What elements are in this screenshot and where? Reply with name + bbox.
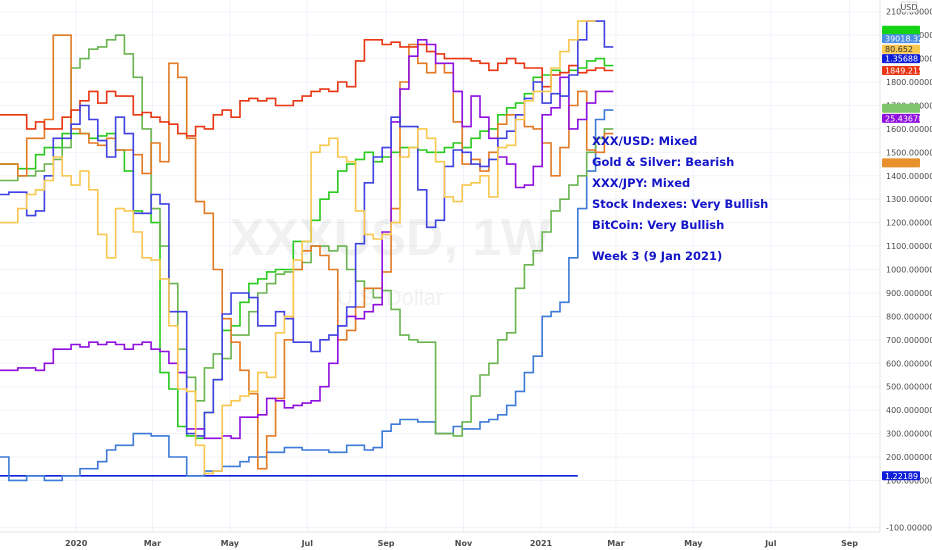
x-tick-label: Mar	[607, 539, 624, 548]
price-badge: 1849.21500	[882, 66, 932, 76]
price-badge-box	[882, 158, 920, 168]
y-tick-label: -100.000000	[886, 523, 932, 532]
annotation-line: Stock Indexes: Very Bullish	[592, 197, 768, 211]
y-tick-label: 400.000000	[886, 406, 932, 415]
price-badge-box	[882, 25, 920, 35]
annotation-line: BitCoin: Very Bullish	[592, 218, 724, 232]
series-line-7	[0, 20, 614, 437]
y-tick-label: 100.000000	[886, 476, 932, 485]
price-badge-label: 39018.32	[885, 35, 923, 44]
y-tick-label: 1800.000000	[886, 78, 932, 87]
price-badge: 1.22189	[882, 471, 920, 481]
annotation-line: Gold & Silver: Bearish	[592, 155, 734, 169]
annotation-line: Week 3 (9 Jan 2021)	[592, 249, 722, 263]
series-line-6	[0, 39, 614, 440]
price-badge-box	[882, 103, 920, 113]
y-tick-label: 700.000000	[886, 336, 932, 345]
y-tick-label: 200.000000	[886, 453, 932, 462]
price-badge-box	[882, 34, 920, 44]
price-badge-label: 25.43678	[885, 114, 923, 123]
y-tick-label: 1300.000000	[886, 195, 932, 204]
price-badge-box	[882, 113, 920, 123]
x-tick-label: May	[684, 539, 703, 548]
series-line-3	[0, 34, 614, 437]
price-badge-label: 80.652	[885, 45, 913, 54]
x-tick-label: 2020	[65, 539, 88, 548]
x-tick-label: Sep	[378, 539, 395, 548]
watermark-description: U.S. Dollar	[337, 285, 443, 310]
price-badge: 1.35688	[882, 54, 920, 64]
x-tick-label: Sep	[841, 539, 858, 548]
x-tick-label: Nov	[455, 539, 473, 548]
x-tick-label: 2021	[530, 539, 553, 548]
series-line-8	[0, 20, 596, 475]
y-tick-label: 1200.000000	[886, 219, 932, 228]
y-tick-label: 500.000000	[886, 383, 932, 392]
price-axis[interactable]: -100.000000 100.000000 200.000000 300.00000…	[886, 8, 932, 533]
y-tick-label: 600.000000	[886, 359, 932, 368]
y-tick-label: 800.000000	[886, 312, 932, 321]
y-tick-label: 1100.000000	[886, 242, 932, 251]
y-tick-label: 1000.000000	[886, 266, 932, 275]
currency-label-text: USD	[900, 3, 917, 12]
currency-label[interactable]: USD	[900, 1, 918, 13]
price-badge: 80.652	[882, 44, 920, 54]
annotations: XXX/USD: Mixed Gold & Silver: Bearish XX…	[592, 134, 768, 263]
annotation-line: XXX/USD: Mixed	[592, 134, 697, 148]
price-badge	[882, 103, 920, 113]
x-tick-label: May	[221, 539, 240, 548]
currency-label-box	[900, 1, 918, 13]
price-badge: 39018.32	[882, 34, 923, 44]
annotation-line: XXX/JPY: Mixed	[592, 176, 690, 190]
y-tick-label: 300.000000	[886, 430, 932, 439]
price-badge-label: 1.22189	[885, 472, 918, 481]
y-tick-label: 1600.000000	[886, 125, 932, 134]
x-tick-label: Jul	[301, 539, 314, 548]
price-badge-box	[882, 66, 920, 76]
series-line-5	[0, 39, 614, 137]
price-badge	[882, 158, 920, 168]
series-line-1	[0, 109, 614, 482]
y-tick-label: 900.000000	[886, 289, 932, 298]
price-badge	[882, 25, 920, 35]
price-badge-box	[882, 54, 920, 64]
series-line-4	[0, 34, 614, 470]
price-badge: 25.43678	[882, 113, 923, 123]
price-badge-label: 1.35688	[885, 55, 918, 64]
y-tick-label: 1400.000000	[886, 172, 932, 181]
x-tick-label: Mar	[144, 539, 161, 548]
grid	[0, 0, 880, 532]
price-badge-label: 1849.21500	[885, 67, 932, 76]
x-tick-label: Jul	[764, 539, 777, 548]
price-badge-box	[882, 44, 920, 54]
price-badge-box	[882, 471, 920, 481]
time-axis[interactable]: 2020 Mar May Jul Sep Nov 2021 Mar May Jul Sep	[65, 539, 858, 548]
series-layer	[0, 20, 614, 482]
y-tick-label: 1500.000000	[886, 148, 932, 157]
